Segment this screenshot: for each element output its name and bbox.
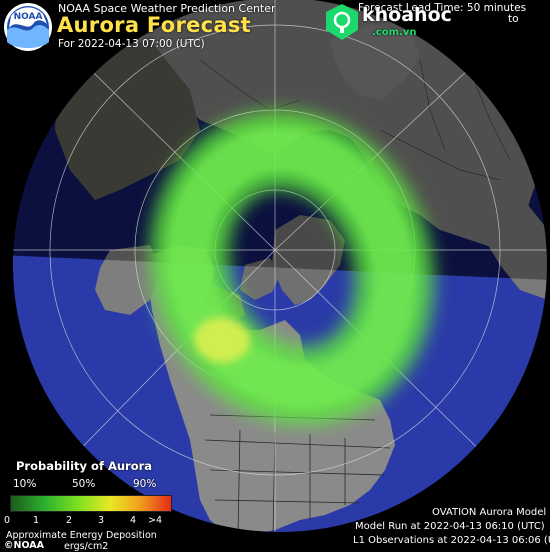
watermark-badge-icon: [326, 4, 358, 40]
noaa-copyright: ©NOAA: [4, 540, 44, 551]
legend-tick: 1: [33, 515, 40, 526]
model-name: OVATION Aurora Model: [432, 507, 547, 518]
legend-tick: 0: [4, 515, 11, 526]
country-borders: [199, 59, 511, 181]
forecast-lead-time: Forecast Lead Time: 50 minutes: [358, 2, 527, 14]
agency-name: NOAA Space Weather Prediction Center: [58, 2, 276, 15]
scandinavia-landmass: [330, 25, 420, 100]
svg-text:NOAA: NOAA: [14, 12, 43, 22]
watermark-domain: .com.vn: [372, 27, 417, 38]
model-run-time: Model Run at 2022-04-13 06:10 (UTC): [355, 521, 545, 532]
energy-deposition-label: Approximate Energy Deposition: [6, 530, 157, 541]
site-watermark: khoahoc .com.vn: [320, 0, 548, 44]
noaa-logo: NOAA: [4, 3, 52, 51]
page-title: Aurora Forecast: [57, 13, 252, 37]
legend-percent-90: 90%: [133, 478, 157, 490]
l1-observation-time: L1 Observations at 2022-04-13 06:06 (UTC…: [353, 535, 550, 546]
forecast-time: For 2022-04-13 07:00 (UTC): [58, 38, 205, 50]
legend-color-bar: [10, 495, 172, 512]
siberia-landmass: [55, 40, 200, 200]
legend-tick: 3: [98, 515, 105, 526]
watermark-name: khoahoc: [362, 4, 452, 26]
legend-tick: 2: [66, 515, 73, 526]
aurora-hotspot: [194, 318, 250, 362]
legend-percent-10: 10%: [13, 478, 37, 490]
energy-unit: ergs/cm2: [64, 541, 109, 552]
legend-percent-50: 50%: [72, 478, 96, 490]
south-asia-landmass: [480, 195, 548, 300]
greenland-landmass: [272, 215, 345, 305]
legend-title: Probability of Aurora: [16, 459, 153, 473]
lead-time-tail: to: [508, 13, 519, 25]
globe-rim: [11, 0, 549, 534]
legend-tick: >4: [148, 515, 163, 526]
legend-tick: 4: [130, 515, 137, 526]
arctic-islands: [240, 258, 280, 300]
alaska-landmass: [95, 245, 160, 315]
